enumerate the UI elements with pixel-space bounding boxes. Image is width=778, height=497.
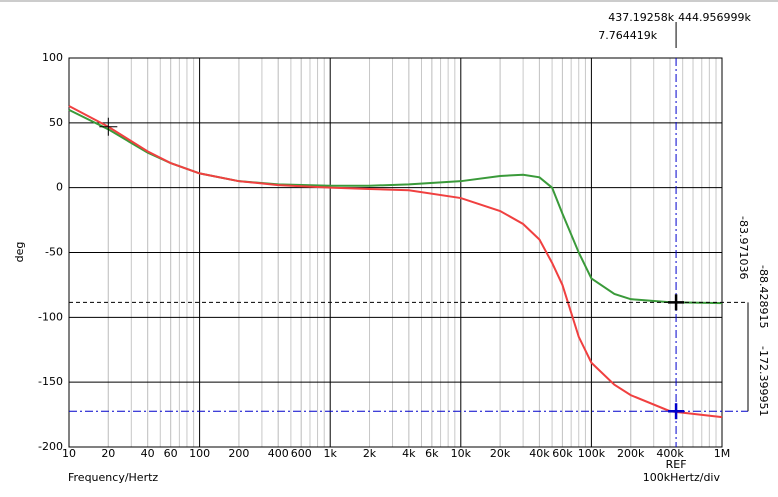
ref-label: REF xyxy=(666,458,687,471)
y-tick-label: 50 xyxy=(49,116,63,129)
x-axis-label: Frequency/Hertz xyxy=(68,471,158,484)
x-tick-label: 600 xyxy=(291,447,312,460)
x-tick-label: 1k xyxy=(324,447,338,460)
cursor-ref-x: 437.19258k xyxy=(608,11,674,24)
x-tick-label: 200 xyxy=(228,447,249,460)
x-tick-label: 4k xyxy=(402,447,416,460)
cursor-y1-label: -88.428915 xyxy=(757,265,770,328)
x-tick-label: 10 xyxy=(62,447,76,460)
x-tick-label: 100 xyxy=(189,447,210,460)
x-tick-label: 20k xyxy=(490,447,511,460)
grid xyxy=(68,57,723,448)
x-tick-label: 200k xyxy=(617,447,645,460)
y-tick-label: 0 xyxy=(56,181,63,194)
plot-frame xyxy=(68,57,723,448)
cursor-marker xyxy=(668,294,685,311)
y-tick-label: -50 xyxy=(45,246,63,259)
x-tick-label: 400k xyxy=(656,447,684,460)
cursor-delta-y: -83.971036 xyxy=(737,216,750,279)
y-tick-label: -150 xyxy=(38,375,63,388)
x-scale-label: 100kHertz/div xyxy=(643,471,721,484)
x-tick-label: 2k xyxy=(363,447,377,460)
x-tick-label: 100k xyxy=(578,447,606,460)
y-axis-label: deg xyxy=(13,242,26,263)
x-tick-label: 6k xyxy=(425,447,439,460)
x-tick-label: 40k xyxy=(529,447,550,460)
cursor-y2-label: -172.399951 xyxy=(757,346,770,416)
cursor-delta-x: 7.764419k xyxy=(598,29,657,42)
x-tick-label: 10k xyxy=(451,447,472,460)
series-line xyxy=(68,105,723,419)
x-tick-label: 400 xyxy=(268,447,289,460)
cursor-marker xyxy=(668,403,685,420)
ref-marker xyxy=(99,117,118,136)
x-tick-label: 60 xyxy=(164,447,178,460)
series-line xyxy=(68,108,723,305)
y-tick-label: 100 xyxy=(42,51,63,64)
cursor-x-label: 444.956999k xyxy=(678,11,751,24)
marks xyxy=(68,22,749,447)
y-tick-label: -100 xyxy=(38,310,63,323)
x-tick-label: 60k xyxy=(552,447,573,460)
x-tick-label: 20 xyxy=(101,447,115,460)
y-tick-label: -200 xyxy=(38,440,63,453)
x-tick-label: 1M xyxy=(714,447,731,460)
x-tick-label: 40 xyxy=(141,447,155,460)
